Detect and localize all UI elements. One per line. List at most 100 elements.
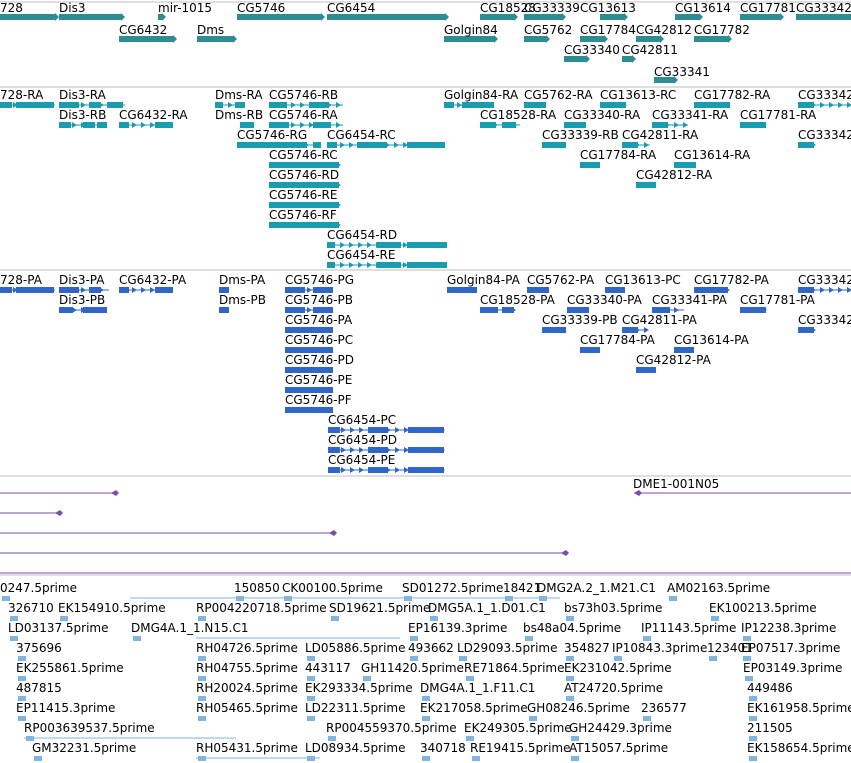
est-feature-block[interactable] (466, 676, 474, 681)
protein-feature-cg5746-pf[interactable] (285, 407, 333, 413)
est-feature-block[interactable] (410, 656, 418, 661)
protein-feature-cg5746-pa[interactable] (285, 327, 333, 333)
est-feature-block[interactable] (198, 716, 206, 721)
transcript-feature-dms-ra[interactable] (215, 102, 245, 108)
est-feature-block[interactable] (198, 696, 206, 701)
est-feature-block[interactable] (307, 696, 315, 701)
transcript-feature-cg6454-rc[interactable] (327, 142, 445, 148)
est-feature-block[interactable] (422, 696, 430, 701)
gene-feature-dms[interactable] (197, 36, 233, 42)
transcript-feature-cg6454-rd[interactable] (327, 242, 447, 248)
transcript-feature-cg33341-ra[interactable] (652, 122, 688, 128)
transcript-feature-cg5762-ra[interactable] (524, 102, 546, 108)
protein-feature-cg6454-pd[interactable] (328, 447, 445, 453)
gene-feature-cg33339[interactable] (524, 14, 562, 20)
transcript-feature-cg5746-rb[interactable] (269, 102, 343, 108)
est-feature-block[interactable] (566, 676, 574, 681)
est-feature-block[interactable] (743, 636, 751, 641)
transcript-feature-cg33340-ra[interactable] (564, 122, 586, 128)
est-feature-block[interactable] (18, 676, 26, 681)
protein-feature-cg33340-pa[interactable] (567, 307, 589, 313)
protein-feature-cg42811-pa[interactable] (622, 327, 649, 333)
est-feature-block[interactable] (749, 756, 757, 761)
gene-feature-cg5746[interactable] (237, 14, 321, 20)
protein-feature-cg33339-pb[interactable] (542, 327, 566, 333)
est-feature-block[interactable] (307, 716, 315, 721)
est-feature-block[interactable] (566, 696, 574, 701)
protein-feature-dms-pb[interactable] (219, 307, 229, 313)
gene-feature-dis3[interactable] (59, 14, 121, 20)
est-feature-block[interactable] (2, 596, 10, 601)
gene-feature-cg33340[interactable] (564, 56, 586, 62)
transcript-feature-cg6432-ra[interactable] (119, 122, 173, 128)
est-feature-block[interactable] (198, 616, 206, 621)
transcript-feature-cg6454-re[interactable] (327, 262, 447, 268)
transcript-feature-cg18528-ra[interactable] (480, 122, 520, 128)
gene-feature-mir-1015[interactable] (158, 14, 162, 20)
transcript-feature-cg42811-ra[interactable] (622, 142, 650, 148)
transcript-feature-golgin84-ra[interactable] (444, 102, 494, 108)
gene-feature-cg17784[interactable] (580, 36, 604, 42)
est-feature-block[interactable] (198, 676, 206, 681)
est-feature-block[interactable] (307, 656, 315, 661)
gene-feature-cg13614[interactable] (675, 14, 699, 20)
protein-feature-cg6432-pa[interactable] (119, 287, 173, 293)
gene-feature-cg18528[interactable] (480, 14, 514, 20)
protein-feature-dms-pa[interactable] (219, 287, 229, 293)
protein-feature-cg17784-pa[interactable] (580, 347, 600, 353)
est-feature-block[interactable] (422, 756, 430, 761)
protein-feature-cg5762-pa[interactable] (527, 287, 549, 293)
est-feature-block[interactable] (307, 676, 315, 681)
protein-feature-cg33342[interactable] (798, 327, 816, 333)
est-feature-block[interactable] (643, 636, 651, 641)
protein-feature-cg5746-pc[interactable] (285, 347, 333, 353)
est-feature-block[interactable] (410, 636, 418, 641)
protein-feature-cg13613-pc[interactable] (605, 287, 625, 293)
protein-feature-cg5746-pb[interactable] (285, 307, 333, 313)
transcript-feature-cg33339-rb[interactable] (542, 142, 566, 148)
protein-feature-cg33341-pa[interactable] (652, 307, 684, 313)
transcript-feature-cg13613-rc[interactable] (600, 102, 627, 108)
gene-feature-728[interactable] (0, 14, 55, 20)
est-feature-block[interactable] (529, 716, 537, 721)
est-feature-block[interactable] (18, 696, 26, 701)
transcript-feature-cg33342[interactable] (798, 102, 851, 108)
est-feature-block[interactable] (422, 716, 430, 721)
protein-feature-cg18528-pa[interactable] (480, 307, 516, 313)
est-feature-block[interactable] (749, 716, 757, 721)
est-feature-block[interactable] (614, 656, 622, 661)
est-feature-block[interactable] (669, 596, 677, 601)
est-feature-block[interactable] (10, 636, 18, 641)
est-feature-block[interactable] (472, 756, 480, 761)
est-feature-block[interactable] (571, 736, 579, 741)
est-feature-block[interactable] (571, 756, 579, 761)
gene-feature-golgin84[interactable] (444, 36, 494, 42)
est-feature-block[interactable] (459, 656, 467, 661)
transcript-feature-728-ra[interactable] (0, 102, 55, 108)
est-feature-block[interactable] (198, 656, 206, 661)
gene-feature-cg42812[interactable] (636, 36, 660, 42)
transcript-feature-dis3-ra[interactable] (59, 102, 125, 108)
transcript-feature-cg17784-ra[interactable] (580, 162, 600, 168)
gene-feature-cg33341[interactable] (654, 77, 674, 83)
transcript-feature-dis3-rb[interactable] (59, 122, 107, 128)
est-feature-block[interactable] (743, 656, 751, 661)
protein-feature-cg6454-pc[interactable] (328, 427, 445, 433)
est-feature-block[interactable] (709, 656, 717, 661)
transcript-feature-cg17782-ra[interactable] (694, 102, 730, 108)
est-feature-block[interactable] (466, 736, 474, 741)
est-feature-block[interactable] (34, 756, 42, 761)
est-feature-block[interactable] (60, 616, 68, 621)
transcript-feature-cg5746-rf[interactable] (269, 222, 341, 228)
gene-feature-cg33342[interactable] (796, 14, 851, 20)
est-feature-block[interactable] (749, 736, 757, 741)
protein-feature-cg5746-pd[interactable] (285, 367, 333, 373)
transcript-feature-cg5746-rc[interactable] (269, 162, 341, 168)
protein-feature-cg6454-pe[interactable] (328, 467, 445, 473)
transcript-feature-cg5746-rg[interactable] (237, 142, 321, 148)
transcript-feature-cg5746-ra[interactable] (269, 122, 343, 128)
gene-feature-cg6432[interactable] (119, 36, 173, 42)
est-feature-block[interactable] (566, 656, 574, 661)
transcript-feature-dms-rb[interactable] (240, 122, 254, 128)
